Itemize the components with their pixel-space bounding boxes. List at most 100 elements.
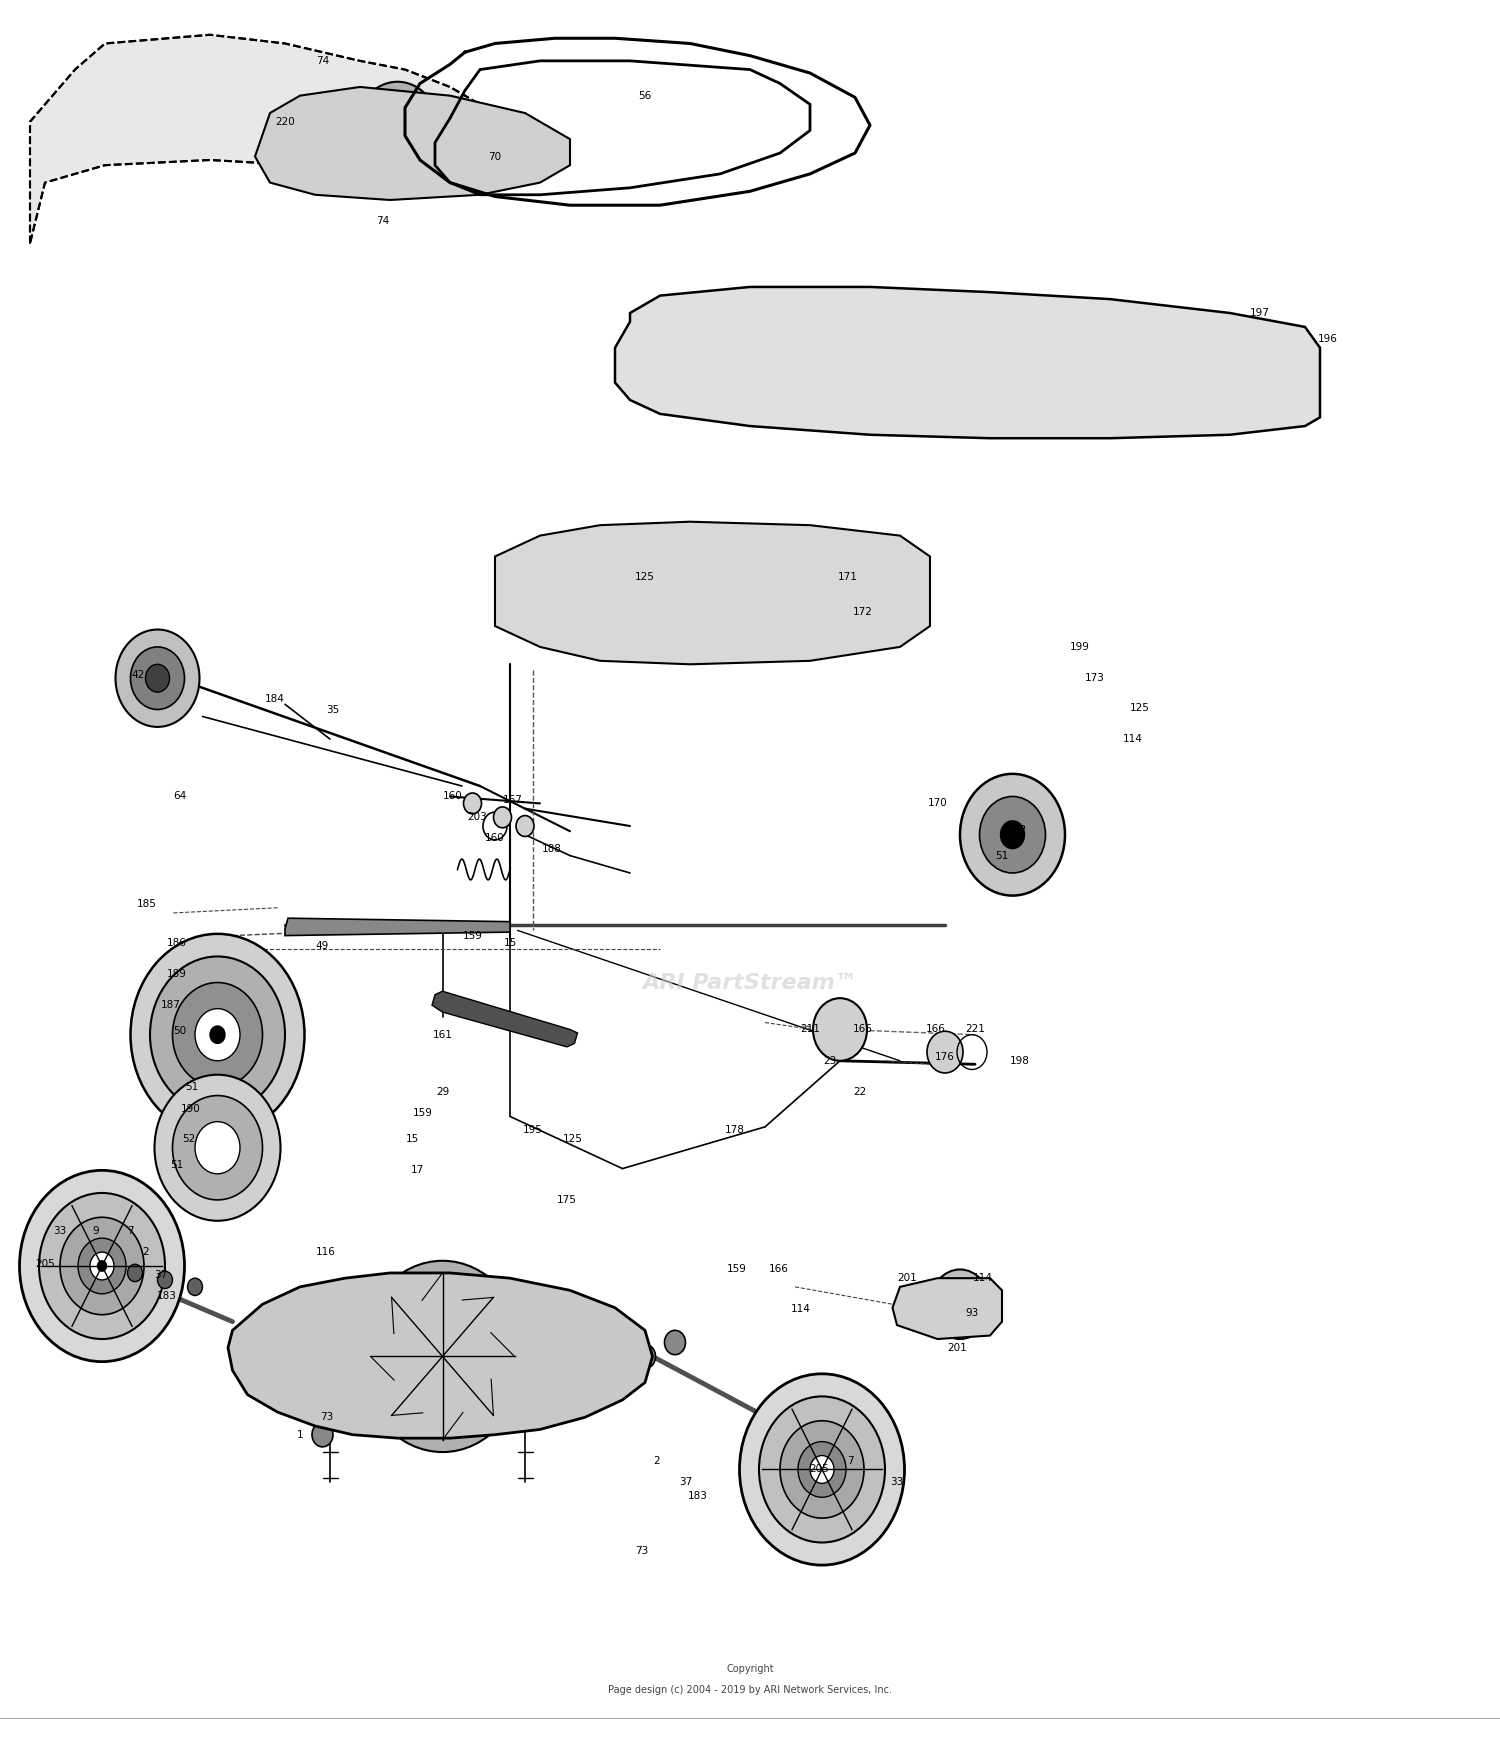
Text: 198: 198 [1010, 1056, 1031, 1066]
Text: 33: 33 [891, 1476, 903, 1487]
Circle shape [1155, 360, 1185, 395]
Text: 52: 52 [1014, 824, 1026, 835]
Circle shape [210, 1026, 225, 1043]
Circle shape [813, 998, 867, 1061]
Circle shape [154, 1075, 280, 1221]
Circle shape [960, 774, 1065, 896]
Text: 171: 171 [837, 572, 858, 583]
Text: 114: 114 [790, 1304, 812, 1315]
Text: 197: 197 [1250, 308, 1270, 318]
Circle shape [116, 630, 200, 727]
Text: 17: 17 [411, 1165, 423, 1176]
Text: 185: 185 [136, 899, 158, 909]
Text: 196: 196 [1317, 334, 1338, 344]
Text: 50: 50 [174, 1026, 186, 1036]
Text: Page design (c) 2004 - 2019 by ARI Network Services, Inc.: Page design (c) 2004 - 2019 by ARI Netwo… [608, 1685, 892, 1696]
Circle shape [708, 574, 732, 602]
Circle shape [930, 1269, 990, 1339]
Circle shape [427, 1339, 458, 1374]
Text: 35: 35 [327, 704, 339, 715]
Text: 220: 220 [274, 117, 296, 127]
Polygon shape [615, 287, 1320, 438]
Polygon shape [892, 1278, 1002, 1339]
Text: 37: 37 [154, 1269, 166, 1280]
Text: 2: 2 [142, 1247, 148, 1257]
Text: 70: 70 [489, 151, 501, 162]
Text: 166: 166 [768, 1264, 789, 1275]
Text: 22: 22 [853, 1087, 865, 1097]
Circle shape [798, 577, 822, 605]
Circle shape [130, 647, 184, 710]
Text: 166: 166 [852, 1024, 873, 1035]
Text: 56: 56 [639, 90, 651, 101]
Circle shape [759, 1396, 885, 1542]
Circle shape [634, 1344, 656, 1369]
Text: 51: 51 [186, 1082, 198, 1092]
Polygon shape [30, 35, 480, 243]
Text: 9: 9 [93, 1226, 99, 1236]
Circle shape [382, 113, 412, 148]
Circle shape [798, 1442, 846, 1497]
Circle shape [810, 1456, 834, 1483]
Circle shape [762, 353, 798, 395]
Text: 178: 178 [724, 1125, 746, 1136]
Text: 166: 166 [926, 1024, 946, 1035]
Text: 125: 125 [634, 572, 656, 583]
Text: 176: 176 [934, 1052, 956, 1063]
Text: 159: 159 [726, 1264, 747, 1275]
Circle shape [98, 1261, 106, 1271]
Text: 187: 187 [160, 1000, 182, 1010]
Text: 161: 161 [432, 1029, 453, 1040]
Text: 190: 190 [180, 1104, 201, 1115]
Polygon shape [255, 87, 570, 200]
Text: 29: 29 [436, 1087, 448, 1097]
Circle shape [60, 1217, 144, 1315]
Text: 51: 51 [171, 1160, 183, 1170]
Circle shape [405, 1313, 480, 1400]
Circle shape [798, 616, 822, 643]
Text: 201: 201 [946, 1343, 968, 1353]
Text: 175: 175 [556, 1195, 578, 1205]
Circle shape [1062, 362, 1098, 403]
Polygon shape [495, 522, 930, 664]
Circle shape [1000, 821, 1024, 849]
Text: 159: 159 [462, 930, 483, 941]
Text: 74: 74 [376, 216, 388, 226]
Circle shape [558, 603, 582, 631]
Text: 203: 203 [466, 812, 488, 823]
Text: 15: 15 [504, 937, 516, 948]
Circle shape [847, 356, 892, 409]
Text: 7: 7 [128, 1226, 134, 1236]
Text: 160: 160 [442, 791, 464, 802]
Text: 201: 201 [897, 1273, 918, 1283]
Circle shape [382, 1287, 502, 1426]
Circle shape [948, 355, 1002, 417]
Text: 125: 125 [562, 1134, 584, 1144]
Text: 205: 205 [34, 1259, 56, 1269]
Text: 23: 23 [824, 1056, 836, 1066]
Circle shape [195, 1009, 240, 1061]
Text: 114: 114 [1122, 734, 1143, 744]
Text: 221: 221 [964, 1024, 986, 1035]
Circle shape [664, 1330, 686, 1355]
Circle shape [980, 796, 1046, 873]
Circle shape [188, 1278, 202, 1296]
Text: 188: 188 [542, 843, 562, 854]
Text: 42: 42 [132, 670, 144, 680]
Circle shape [516, 816, 534, 836]
Text: 183: 183 [156, 1290, 177, 1301]
Text: 49: 49 [316, 941, 328, 951]
Circle shape [39, 1193, 165, 1339]
Circle shape [78, 1238, 126, 1294]
Circle shape [128, 1264, 142, 1282]
Text: 125: 125 [1130, 703, 1150, 713]
Polygon shape [432, 991, 578, 1047]
Text: 74: 74 [316, 56, 328, 66]
Text: ARI PartStream™: ARI PartStream™ [642, 972, 858, 993]
Text: 37: 37 [680, 1476, 692, 1487]
Text: 114: 114 [972, 1273, 993, 1283]
Text: 51: 51 [996, 850, 1008, 861]
Text: 211: 211 [800, 1024, 820, 1035]
Circle shape [312, 1388, 333, 1412]
Circle shape [146, 664, 170, 692]
